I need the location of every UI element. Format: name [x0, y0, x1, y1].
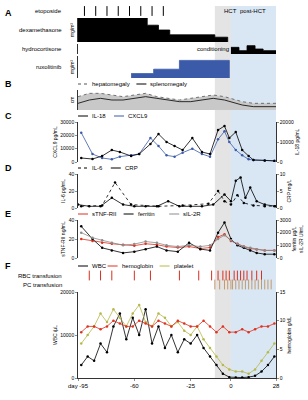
svg-text:HCT: HCT	[224, 8, 237, 14]
svg-text:IL-6 pg/mL: IL-6 pg/mL	[60, 179, 66, 203]
svg-text:hemoglobin: hemoglobin	[122, 263, 153, 269]
svg-text:sTNF-RII ng/mL: sTNF-RII ng/mL	[60, 221, 66, 257]
svg-text:ferritin: ferritin	[138, 211, 155, 217]
svg-text:WBC: WBC	[92, 263, 107, 269]
svg-text:5: 5	[280, 188, 283, 194]
svg-text:10: 10	[280, 171, 286, 177]
svg-text:0: 0	[71, 205, 74, 211]
svg-text:40: 40	[69, 171, 75, 177]
svg-text:0: 0	[71, 255, 74, 261]
svg-text:3000: 3000	[280, 217, 291, 223]
svg-text:10000: 10000	[60, 145, 74, 151]
svg-text:sIL-2R: sIL-2R	[183, 211, 201, 217]
svg-text:post-HCT: post-HCT	[240, 8, 266, 14]
svg-text:hemoglobin g/dL: hemoglobin g/dL	[286, 316, 292, 353]
svg-text:IL-18: IL-18	[92, 113, 106, 119]
svg-text:20: 20	[69, 236, 75, 242]
svg-text:conditioning: conditioning	[197, 46, 229, 52]
svg-text:ruxolitinib: ruxolitinib	[36, 64, 62, 70]
svg-text:hydrocortisone: hydrocortisone	[22, 46, 62, 52]
svg-text:2000: 2000	[280, 229, 291, 235]
svg-text:dexamethasone: dexamethasone	[19, 27, 62, 33]
svg-text:mg/m²: mg/m²	[69, 23, 75, 38]
svg-text:hepatomegaly: hepatomegaly	[92, 81, 130, 87]
svg-text:D: D	[5, 163, 12, 173]
svg-text:0: 0	[71, 159, 74, 165]
svg-text:mg/m²: mg/m²	[69, 60, 75, 75]
svg-text:20000: 20000	[280, 119, 294, 125]
svg-text:F: F	[5, 261, 11, 271]
svg-text:0: 0	[280, 375, 283, 381]
svg-text:day -95: day -95	[68, 383, 89, 389]
svg-text:ferritin µg/LsIL-2R U/mL: ferritin µg/LsIL-2R U/mL	[291, 225, 304, 253]
svg-text:CRP: CRP	[125, 165, 138, 171]
svg-text:0: 0	[229, 383, 233, 389]
svg-text:10000: 10000	[60, 332, 74, 338]
svg-text:splenomegaly: splenomegaly	[150, 81, 187, 87]
svg-text:CRP mg/L: CRP mg/L	[286, 179, 292, 202]
svg-text:WBC /µL: WBC /µL	[52, 325, 58, 345]
svg-text:40: 40	[69, 217, 75, 223]
svg-text:10000: 10000	[280, 139, 294, 145]
svg-text:A: A	[5, 8, 12, 18]
svg-text:20000: 20000	[60, 132, 74, 138]
svg-text:0: 0	[280, 159, 283, 165]
svg-text:platelet: platelet	[174, 263, 194, 269]
svg-text:1000: 1000	[280, 242, 291, 248]
svg-text:-25: -25	[186, 383, 195, 389]
svg-text:0: 0	[280, 205, 283, 211]
svg-text:10: 10	[280, 317, 286, 323]
svg-text:5: 5	[280, 346, 283, 352]
svg-text:20000: 20000	[60, 289, 74, 295]
svg-text:PC transfusion: PC transfusion	[23, 282, 62, 288]
svg-text:-60: -60	[130, 383, 139, 389]
svg-text:sTNF-RII: sTNF-RII	[92, 211, 117, 217]
svg-text:28: 28	[273, 383, 280, 389]
svg-text:E: E	[5, 209, 11, 219]
svg-text:B: B	[5, 79, 12, 89]
svg-text:cm: cm	[69, 97, 75, 104]
svg-text:IL-6: IL-6	[92, 165, 103, 171]
svg-text:C: C	[5, 111, 12, 121]
svg-text:15: 15	[280, 289, 286, 295]
svg-text:CXCL9: CXCL9	[128, 113, 148, 119]
svg-text:0: 0	[71, 375, 74, 381]
svg-text:30000: 30000	[60, 119, 74, 125]
svg-text:20: 20	[69, 188, 75, 194]
svg-text:0: 0	[280, 255, 283, 261]
svg-text:IL-18 pg/mL: IL-18 pg/mL	[294, 128, 300, 155]
svg-text:RBC transfusion: RBC transfusion	[18, 273, 62, 279]
svg-text:etoposide: etoposide	[35, 8, 62, 14]
svg-text:CXCL9 pg/mL: CXCL9 pg/mL	[52, 126, 58, 158]
